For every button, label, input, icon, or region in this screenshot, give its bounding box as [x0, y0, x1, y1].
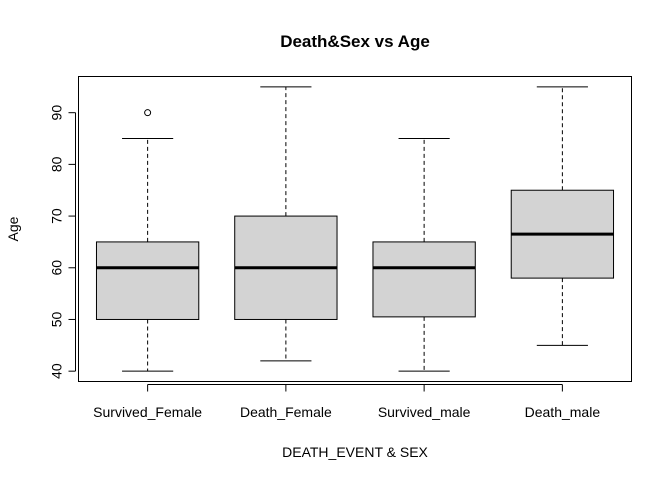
y-tick-label: 90	[49, 105, 65, 121]
x-tick-label: Death_male	[525, 404, 601, 420]
y-tick-label: 70	[49, 208, 65, 224]
outlier-point	[144, 109, 152, 117]
chart-title: Death&Sex vs Age	[280, 32, 430, 51]
box-death-female	[234, 86, 338, 362]
y-axis-label: Age	[5, 216, 21, 241]
x-tick-label: Survived_male	[378, 404, 471, 420]
x-axis: Survived_Female Death_Female Survived_male…	[93, 384, 601, 420]
box-death-male	[510, 86, 615, 346]
y-axis: 40 50 60 70 80 90	[49, 105, 76, 379]
x-axis-label: DEATH_EVENT & SEX	[282, 444, 428, 460]
x-tick-label: Death_Female	[240, 404, 332, 420]
plot-frame	[78, 76, 632, 382]
y-tick-label: 80	[49, 156, 65, 172]
iqr-box	[95, 241, 200, 320]
box-survived-male	[372, 138, 476, 372]
y-tick-label: 40	[49, 363, 65, 379]
box-series	[95, 86, 615, 372]
y-tick-label: 50	[49, 311, 65, 327]
y-tick-label: 60	[49, 260, 65, 276]
box-survived-female	[95, 109, 200, 372]
iqr-box	[372, 241, 476, 318]
x-tick-label: Survived_Female	[93, 404, 202, 420]
